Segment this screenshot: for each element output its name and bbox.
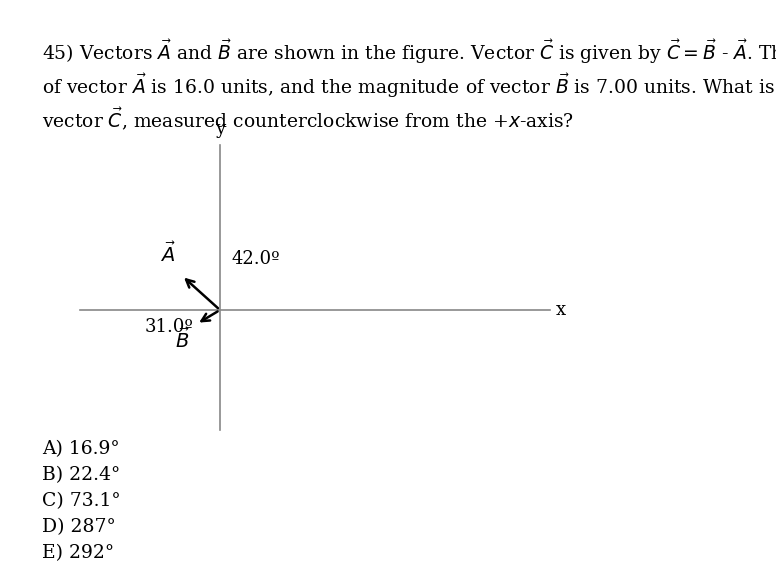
Text: 42.0º: 42.0º (232, 250, 281, 268)
Text: 31.0º: 31.0º (145, 318, 194, 336)
Text: 45) Vectors $\vec{A}$ and $\vec{B}$ are shown in the figure. Vector $\vec{C}$ is: 45) Vectors $\vec{A}$ and $\vec{B}$ are … (42, 38, 776, 66)
Text: $\vec{A}$: $\vec{A}$ (160, 242, 176, 266)
Text: E) 292°: E) 292° (42, 544, 114, 562)
Text: y: y (215, 120, 225, 138)
Text: of vector $\vec{A}$ is 16.0 units, and the magnitude of vector $\vec{B}$ is 7.00: of vector $\vec{A}$ is 16.0 units, and t… (42, 72, 776, 100)
Text: B) 22.4°: B) 22.4° (42, 466, 120, 484)
Text: $\vec{B}$: $\vec{B}$ (175, 328, 190, 352)
Text: A) 16.9°: A) 16.9° (42, 440, 120, 458)
Text: D) 287°: D) 287° (42, 518, 116, 536)
Text: C) 73.1°: C) 73.1° (42, 492, 120, 510)
Text: x: x (556, 301, 566, 319)
Text: vector $\vec{C}$, measured counterclockwise from the +$x$-axis?: vector $\vec{C}$, measured counterclockw… (42, 106, 574, 132)
